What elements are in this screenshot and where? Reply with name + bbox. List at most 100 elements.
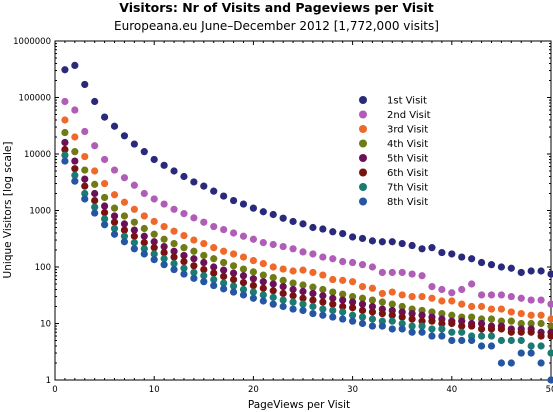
- point-1st-visit: [487, 261, 496, 269]
- point-6th-visit: [220, 272, 228, 281]
- point-7th-visit: [101, 215, 109, 223]
- point-3rd-visit: [547, 315, 553, 323]
- point-2nd-visit: [130, 181, 138, 189]
- point-2nd-visit: [319, 253, 327, 261]
- point-2nd-visit: [61, 97, 69, 106]
- x-axis-label: PageViews per Visit: [248, 399, 350, 411]
- point-5th-visit: [220, 266, 228, 274]
- point-2nd-visit: [91, 142, 99, 150]
- point-4th-visit: [180, 244, 188, 252]
- point-8th-visit: [220, 285, 228, 293]
- point-7th-visit: [507, 336, 515, 345]
- point-1st-visit: [229, 196, 238, 205]
- point-1st-visit: [170, 167, 178, 175]
- legend-label-5th-visit: 5th Visit: [387, 154, 428, 165]
- point-5th-visit: [81, 175, 89, 183]
- point-5th-visit: [408, 309, 416, 318]
- point-2nd-visit: [408, 270, 416, 278]
- point-2nd-visit: [388, 268, 396, 277]
- x-tick-label: 50: [546, 385, 553, 395]
- point-3rd-visit: [120, 198, 129, 206]
- point-2nd-visit: [101, 155, 109, 164]
- legend-marker-4th-visit: [359, 139, 367, 148]
- point-5th-visit: [140, 232, 148, 240]
- point-8th-visit: [101, 221, 109, 229]
- point-1st-visit: [210, 187, 218, 195]
- legend-label-7th-visit: 7th Visit: [387, 183, 428, 194]
- point-7th-visit: [458, 328, 466, 336]
- point-3rd-visit: [279, 265, 287, 273]
- point-2nd-visit: [398, 268, 406, 277]
- point-8th-visit: [507, 359, 515, 367]
- point-2nd-visit: [507, 292, 515, 301]
- point-6th-visit: [120, 226, 129, 234]
- point-7th-visit: [428, 325, 436, 333]
- point-8th-visit: [91, 209, 99, 217]
- point-8th-visit: [418, 328, 426, 336]
- legend-marker-1st-visit: [359, 96, 367, 104]
- point-2nd-visit: [180, 210, 188, 218]
- point-1st-visit: [507, 264, 515, 272]
- point-4th-visit: [507, 317, 515, 325]
- point-2nd-visit: [378, 268, 386, 277]
- point-6th-visit: [101, 208, 109, 217]
- point-4th-visit: [448, 311, 456, 319]
- point-8th-visit: [329, 313, 337, 321]
- legend-label-3rd-visit: 3rd Visit: [387, 125, 428, 136]
- point-8th-visit: [140, 250, 148, 258]
- point-8th-visit: [210, 281, 218, 290]
- point-5th-visit: [309, 289, 317, 298]
- point-6th-visit: [408, 315, 416, 323]
- point-1st-visit: [61, 66, 69, 74]
- point-7th-visit: [378, 317, 386, 325]
- point-5th-visit: [259, 278, 267, 286]
- point-6th-visit: [110, 218, 119, 226]
- point-6th-visit: [239, 278, 248, 287]
- point-8th-visit: [180, 270, 188, 278]
- point-1st-visit: [398, 239, 406, 248]
- point-4th-visit: [368, 296, 377, 304]
- point-3rd-visit: [249, 256, 257, 265]
- point-6th-visit: [477, 325, 486, 333]
- point-3rd-visit: [517, 309, 525, 318]
- point-6th-visit: [398, 313, 406, 321]
- point-5th-visit: [120, 220, 129, 228]
- point-3rd-visit: [200, 239, 208, 248]
- point-8th-visit: [487, 342, 496, 350]
- point-8th-visit: [468, 336, 476, 345]
- point-7th-visit: [388, 317, 396, 325]
- legend-marker-8th-visit: [359, 197, 367, 206]
- point-5th-visit: [477, 319, 486, 328]
- point-2nd-visit: [210, 222, 218, 231]
- point-7th-visit: [200, 272, 208, 280]
- point-6th-visit: [487, 325, 496, 333]
- point-1st-visit: [110, 122, 119, 130]
- point-2nd-visit: [358, 261, 367, 269]
- point-2nd-visit: [229, 229, 238, 237]
- point-7th-visit: [269, 293, 277, 301]
- point-2nd-visit: [81, 127, 89, 136]
- point-7th-visit: [249, 288, 257, 296]
- point-8th-visit: [229, 288, 238, 296]
- point-7th-visit: [120, 232, 129, 240]
- point-6th-visit: [378, 309, 386, 318]
- legend-label-6th-visit: 6th Visit: [387, 168, 428, 179]
- point-2nd-visit: [339, 257, 347, 266]
- point-5th-visit: [170, 247, 178, 255]
- point-1st-visit: [497, 263, 505, 271]
- point-8th-visit: [438, 332, 446, 340]
- point-5th-visit: [61, 138, 69, 147]
- point-2nd-visit: [468, 280, 476, 288]
- point-2nd-visit: [299, 248, 307, 256]
- point-5th-visit: [319, 292, 327, 300]
- legend-label-8th-visit: 8th Visit: [387, 197, 428, 208]
- point-2nd-visit: [537, 296, 545, 304]
- legend-label-1st-visit: 1st Visit: [387, 96, 427, 107]
- point-1st-visit: [101, 113, 109, 121]
- x-tick-label: 0: [52, 385, 57, 395]
- point-1st-visit: [408, 241, 416, 250]
- point-6th-visit: [329, 300, 337, 308]
- plot-area: 0 10 20 30 40 50 1 10 100 1000 10000 100000 1000000 1…: [13, 37, 553, 395]
- point-3rd-visit: [418, 292, 426, 301]
- point-3rd-visit: [349, 278, 357, 286]
